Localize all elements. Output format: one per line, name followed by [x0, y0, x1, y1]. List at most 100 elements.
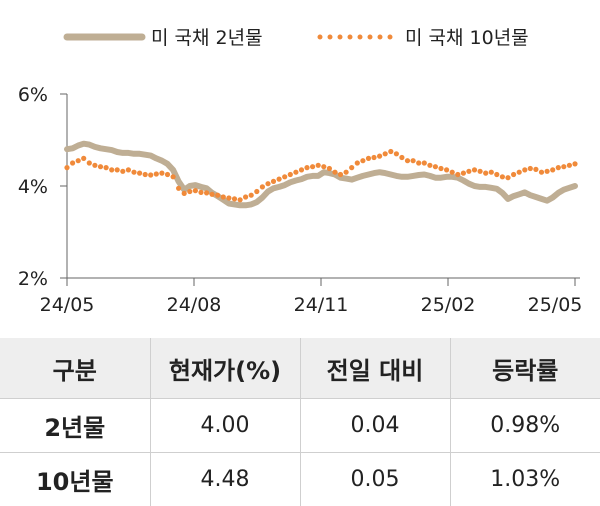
data-point-10y: [366, 156, 371, 161]
change-cell: 0.05: [300, 453, 450, 506]
header-rate: 등락률: [450, 338, 600, 399]
data-point-10y: [126, 167, 131, 172]
data-point-10y: [572, 161, 577, 166]
data-point-10y: [165, 172, 170, 177]
header-price: 현재가(%): [150, 338, 300, 399]
legend-label-2y: 미 국채 2년물: [151, 27, 263, 49]
data-point-10y: [500, 174, 505, 179]
data-point-10y: [81, 156, 86, 161]
data-point-10y: [399, 155, 404, 160]
data-point-10y: [478, 169, 483, 174]
data-point-10y: [282, 174, 287, 179]
y-ticks: 6% 4% 2%: [18, 84, 67, 290]
data-point-10y: [154, 171, 159, 176]
data-point-10y: [545, 169, 550, 174]
rate-cell: 0.98%: [450, 399, 600, 453]
data-point-10y: [422, 160, 427, 165]
data-point-10y: [405, 158, 410, 163]
data-point-10y: [533, 167, 538, 172]
data-point-10y: [332, 170, 337, 175]
data-point-10y: [249, 193, 254, 198]
change-cell: 0.04: [300, 399, 450, 453]
data-point-10y: [394, 151, 399, 156]
data-point-10y: [182, 191, 187, 196]
data-point-10y: [556, 165, 561, 170]
data-point-10y: [260, 184, 265, 189]
data-point-10y: [187, 189, 192, 194]
data-point-10y: [226, 195, 231, 200]
data-point-10y: [444, 167, 449, 172]
data-point-10y: [494, 172, 499, 177]
data-point-10y: [528, 166, 533, 171]
data-point-10y: [349, 165, 354, 170]
table-header-row: 구분 현재가(%) 전일 대비 등락률: [0, 338, 600, 399]
data-point-10y: [277, 177, 282, 182]
data-point-10y: [221, 194, 226, 199]
data-point-10y: [265, 181, 270, 186]
data-point-10y: [371, 155, 376, 160]
header-change: 전일 대비: [300, 338, 450, 399]
data-point-10y: [98, 164, 103, 169]
data-point-10y: [137, 171, 142, 176]
data-point-10y: [338, 172, 343, 177]
x-tick-label: 25/02: [421, 294, 476, 316]
x-tick-label: 24/11: [294, 294, 349, 316]
data-point-10y: [505, 175, 510, 180]
table-row: 2년물 4.00 0.04 0.98%: [0, 399, 600, 453]
data-point-10y: [539, 170, 544, 175]
data-point-10y: [131, 170, 136, 175]
data-point-10y: [70, 160, 75, 165]
data-point-10y: [204, 190, 209, 195]
data-point-10y: [215, 193, 220, 198]
data-point-10y: [416, 160, 421, 165]
x-tick-label: 25/05: [528, 294, 583, 316]
data-point-10y: [87, 160, 92, 165]
data-point-10y: [438, 166, 443, 171]
data-point-10y: [159, 171, 164, 176]
data-point-10y: [561, 164, 566, 169]
data-point-10y: [455, 172, 460, 177]
data-point-10y: [433, 164, 438, 169]
data-point-10y: [550, 167, 555, 172]
legend: 미 국채 2년물 미 국채 10년물: [67, 27, 529, 49]
data-point-10y: [567, 163, 572, 168]
data-point-10y: [316, 163, 321, 168]
data-point-10y: [450, 170, 455, 175]
data-point-10y: [176, 186, 181, 191]
data-point-10y: [288, 172, 293, 177]
data-point-10y: [293, 170, 298, 175]
y-tick-label: 6%: [18, 84, 48, 106]
data-point-10y: [427, 163, 432, 168]
data-point-10y: [104, 165, 109, 170]
data-point-10y: [193, 188, 198, 193]
price-cell: 4.00: [150, 399, 300, 453]
data-point-10y: [327, 166, 332, 171]
data-point-10y: [511, 172, 516, 177]
x-tick-label: 24/05: [40, 294, 95, 316]
data-point-10y: [483, 171, 488, 176]
data-point-10y: [517, 170, 522, 175]
data-point-10y: [472, 167, 477, 172]
data-point-10y: [461, 171, 466, 176]
data-point-10y: [254, 189, 259, 194]
data-point-10y: [271, 179, 276, 184]
yield-summary-table: 구분 현재가(%) 전일 대비 등락률 2년물 4.00 0.04 0.98% …: [0, 338, 600, 506]
data-point-10y: [120, 169, 125, 174]
data-point-10y: [304, 165, 309, 170]
data-point-10y: [489, 170, 494, 175]
data-point-10y: [344, 170, 349, 175]
data-point-10y: [522, 167, 527, 172]
row-label: 2년물: [0, 399, 150, 453]
legend-label-10y: 미 국채 10년물: [405, 27, 529, 49]
data-point-10y: [198, 190, 203, 195]
row-label: 10년물: [0, 453, 150, 506]
data-point-10y: [388, 149, 393, 154]
data-point-10y: [310, 164, 315, 169]
table-row: 10년물 4.48 0.05 1.03%: [0, 453, 600, 506]
data-point-10y: [360, 158, 365, 163]
data-point-10y: [411, 158, 416, 163]
price-cell: 4.48: [150, 453, 300, 506]
data-point-10y: [299, 167, 304, 172]
data-point-10y: [92, 163, 97, 168]
data-point-10y: [148, 172, 153, 177]
